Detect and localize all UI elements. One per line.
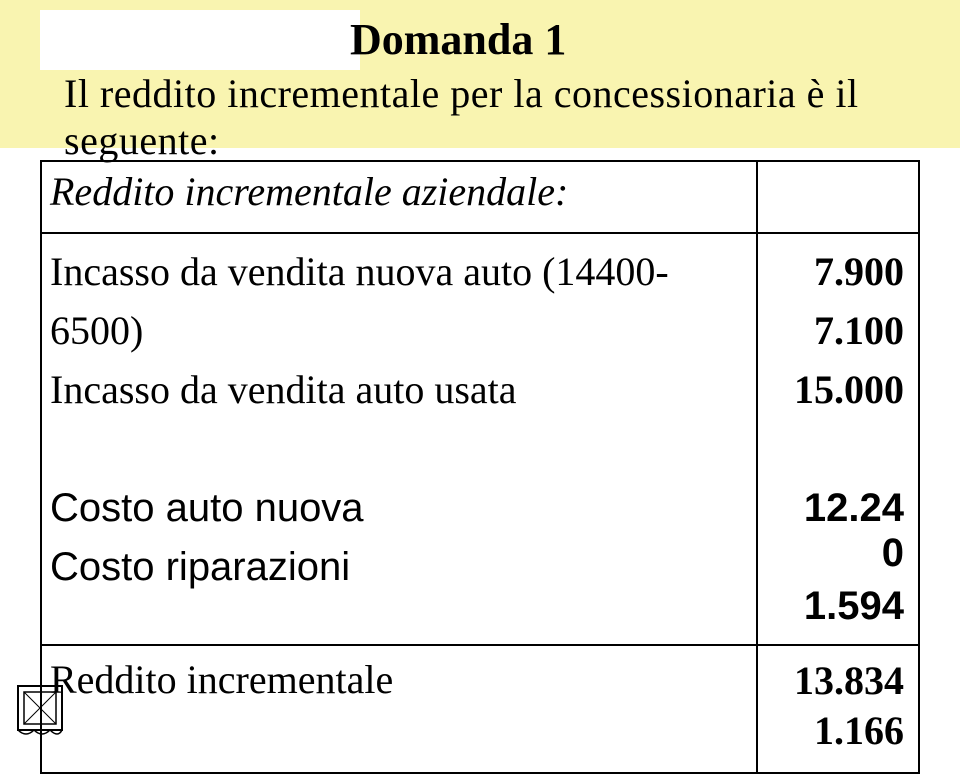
income-table: Reddito incrementale aziendale: Incasso …	[40, 160, 920, 774]
row-value: 7.900	[766, 242, 904, 301]
header-value	[757, 161, 919, 233]
footer-value: 1.166	[766, 706, 904, 756]
page-title: Domanda 1	[350, 14, 566, 65]
row-label: Incasso da vendita nuova auto (14400-650…	[50, 242, 748, 360]
footer-values: 13.834 1.166	[757, 645, 919, 773]
page-subtitle: Il reddito incrementale per la concessio…	[64, 70, 960, 164]
row-value: 7.100	[766, 301, 904, 360]
row-label	[50, 420, 748, 479]
row-value: 1.594	[766, 577, 904, 636]
body-labels: Incasso da vendita nuova auto (14400-650…	[41, 233, 757, 645]
row-label: Incasso da vendita auto usata	[50, 360, 748, 419]
footer-value: 13.834	[766, 656, 904, 706]
row-label: Costo auto nuova	[50, 479, 748, 538]
header-label: Reddito incrementale aziendale:	[41, 161, 757, 233]
footer-label: Reddito incrementale	[41, 645, 757, 773]
table-header-row: Reddito incrementale aziendale:	[41, 161, 919, 233]
white-inset	[40, 10, 360, 70]
row-label: Costo riparazioni	[50, 538, 748, 597]
row-value: 15.000	[766, 360, 904, 419]
table-body-row: Incasso da vendita nuova auto (14400-650…	[41, 233, 919, 645]
body-values: 7.900 7.100 15.000 12.24 0 1.594	[757, 233, 919, 645]
crest-icon	[12, 680, 68, 740]
row-value	[766, 420, 904, 479]
table-footer-row: Reddito incrementale 13.834 1.166	[41, 645, 919, 773]
